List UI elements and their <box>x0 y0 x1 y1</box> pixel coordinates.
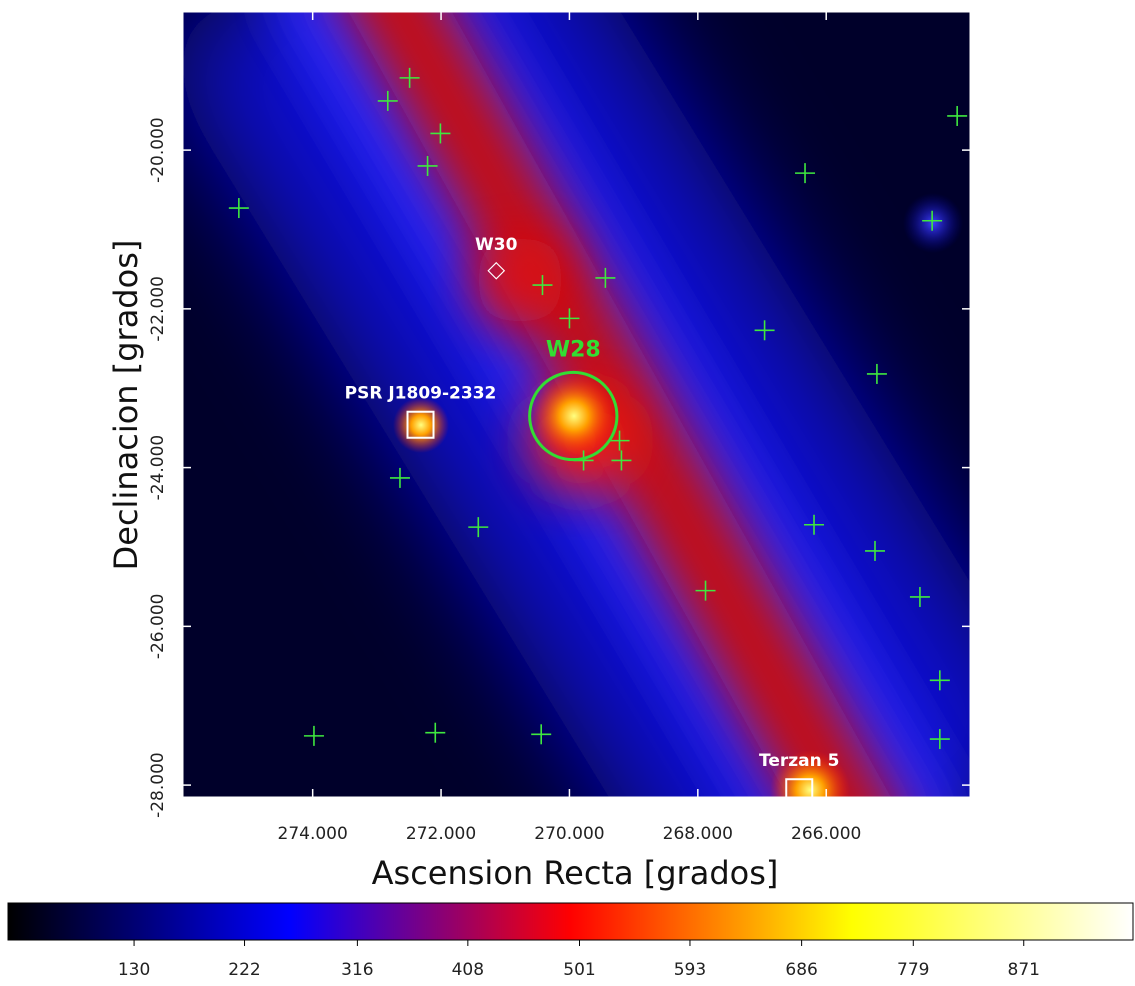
source-region <box>528 370 619 462</box>
source-marker <box>909 586 930 607</box>
source-marker <box>559 308 580 329</box>
source-marker <box>695 580 716 601</box>
x-axis-label: Ascension Recta [grados] <box>372 854 779 892</box>
source-marker <box>866 363 887 384</box>
colorbar-tick-label: 871 <box>1008 960 1040 980</box>
x-tick-label: 266.000 <box>791 824 861 844</box>
annotation-label: W30 <box>475 235 518 255</box>
annotation-label: PSR J1809-2332 <box>345 384 497 404</box>
source-marker <box>425 722 446 743</box>
source-marker <box>804 514 825 535</box>
source-marker <box>531 724 552 745</box>
source-marker <box>389 467 410 488</box>
source-marker <box>947 105 968 126</box>
plot-frame <box>182 11 971 798</box>
y-tick-label: -22.000 <box>148 276 168 342</box>
source-marker <box>929 729 950 750</box>
source-marker <box>929 670 950 691</box>
y-tick-label: -28.000 <box>148 752 168 818</box>
x-tick-label: 274.000 <box>278 824 348 844</box>
source-marker <box>609 430 630 451</box>
source-marker <box>228 198 249 219</box>
y-tick-label: -24.000 <box>148 435 168 501</box>
source-region <box>785 778 814 807</box>
source-marker <box>595 267 616 288</box>
source-marker <box>795 163 816 184</box>
source-marker <box>377 90 398 111</box>
sky-image <box>183 12 970 797</box>
colorbar-tick-label: 501 <box>563 960 595 980</box>
annotation-label: W28 <box>546 337 601 362</box>
x-tick-label: 270.000 <box>534 824 604 844</box>
colorbar-tick-label: 408 <box>452 960 484 980</box>
source-marker <box>417 155 438 176</box>
source-marker <box>922 210 943 231</box>
y-tick-label: -26.000 <box>148 594 168 660</box>
colorbar-tick-label: 130 <box>118 960 150 980</box>
source-region <box>406 410 435 439</box>
source-marker <box>611 450 632 471</box>
colorbar-tick-label: 779 <box>897 960 929 980</box>
source-marker <box>303 725 324 746</box>
x-tick-label: 272.000 <box>406 824 476 844</box>
colorbar-tick-label: 593 <box>674 960 706 980</box>
source-region <box>487 261 506 280</box>
colorbar-tick-label: 316 <box>341 960 373 980</box>
colorbar-tick-label: 686 <box>785 960 817 980</box>
source-marker <box>468 517 489 538</box>
source-marker <box>532 275 553 296</box>
y-axis-label: Declinacion [grados] <box>107 240 145 571</box>
source-marker <box>430 123 451 144</box>
x-tick-label: 268.000 <box>663 824 733 844</box>
y-tick-label: -20.000 <box>148 117 168 183</box>
source-marker <box>864 540 885 561</box>
colorbar <box>7 902 1134 941</box>
source-marker <box>399 67 420 88</box>
annotation-label: Terzan 5 <box>759 751 839 771</box>
colorbar-tick-label: 222 <box>228 960 260 980</box>
source-marker <box>754 320 775 341</box>
